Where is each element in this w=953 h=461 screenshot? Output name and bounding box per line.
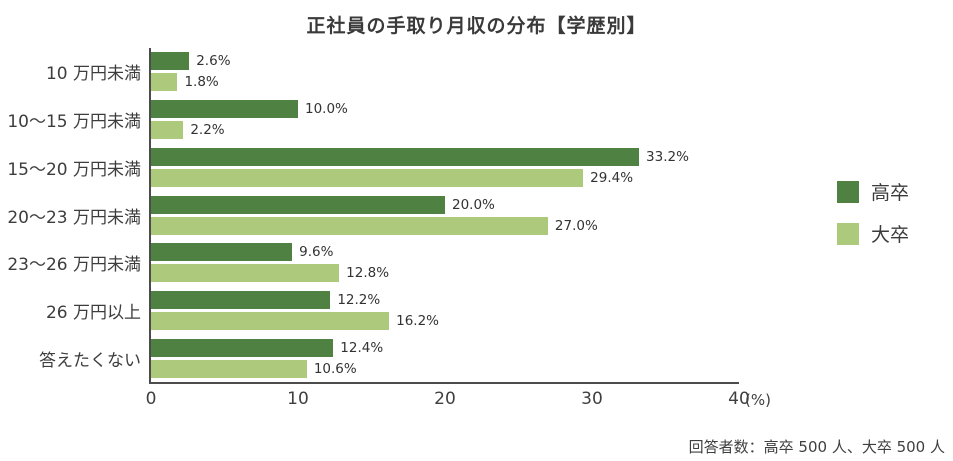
- bar-row: 9.6%: [151, 243, 739, 262]
- bar-value-label: 29.4%: [590, 169, 634, 186]
- x-axis-unit-label: (%): [745, 391, 771, 409]
- bar-value-label: 20.0%: [452, 196, 495, 213]
- y-axis-labels: 10 万円未満 10〜15 万円未満 15〜20 万円未満 20〜23 万円未満 23〜…: [0, 48, 141, 382]
- bar-value-label: 9.6%: [299, 244, 334, 261]
- legend-item-kosotsu: 高卒: [837, 178, 909, 205]
- legend-label-kosotsu: 高卒: [871, 182, 910, 204]
- bar: [151, 264, 340, 283]
- legend: 高卒 大卒: [837, 178, 909, 262]
- chart-title: 正社員の手取り月収の分布【学歴別】: [306, 15, 647, 37]
- bar: [151, 290, 331, 309]
- legend-item-daisotsu: 大卒: [837, 220, 909, 247]
- bar: [151, 338, 334, 357]
- category-label: 答えたくない: [39, 350, 141, 371]
- bar: [151, 195, 445, 214]
- bar-row: 33.2%: [151, 147, 739, 166]
- category-label: 20〜23 万円未満: [7, 207, 141, 228]
- x-axis-ticks: (%) 0 10 20 30 40: [146, 389, 771, 413]
- bar: [151, 243, 293, 262]
- bar-row: 10.6%: [151, 359, 739, 378]
- bar-value-label: 12.8%: [346, 265, 390, 282]
- bar-row: 1.8%: [151, 73, 739, 92]
- bar-value-label: 12.4%: [340, 339, 384, 356]
- bar-row: 27.0%: [151, 216, 739, 235]
- bar-value-label: 33.2%: [646, 148, 689, 165]
- bar-value-label: 10.6%: [313, 360, 357, 377]
- bar-row: 29.4%: [151, 168, 739, 187]
- category-label: 23〜26 万円未満: [7, 255, 141, 276]
- bar: [151, 168, 584, 187]
- x-tick-label: 40: [728, 389, 750, 409]
- bar: [151, 73, 178, 92]
- bar-group: 2.6% 1.8%: [151, 48, 739, 96]
- bar-row: 20.0%: [151, 195, 739, 214]
- respondent-count-note: 回答者数：高卒 500 人、大卒 500 人: [688, 438, 945, 456]
- bar-row: 12.8%: [151, 264, 739, 283]
- bar-value-label: 12.2%: [337, 291, 381, 308]
- bar-value-label: 2.2%: [190, 122, 225, 139]
- bar-group: 12.2% 16.2%: [151, 287, 739, 335]
- bar: [151, 121, 184, 140]
- bar-value-label: 1.8%: [184, 74, 219, 91]
- bar-group: 33.2% 29.4%: [151, 143, 739, 191]
- category-label: 10〜15 万円未満: [7, 112, 141, 133]
- category-label: 15〜20 万円未満: [7, 159, 141, 180]
- bar-group: 9.6% 12.8%: [151, 239, 739, 287]
- legend-swatch-daisotsu: [837, 222, 859, 245]
- x-tick-label: 30: [581, 389, 603, 409]
- bar-value-label: 27.0%: [554, 217, 598, 234]
- bar: [151, 311, 390, 330]
- bar-group: 10.0% 2.2%: [151, 96, 739, 144]
- x-tick-label: 10: [287, 389, 309, 409]
- bar-row: 12.4%: [151, 338, 739, 357]
- bar-row: 2.2%: [151, 121, 739, 140]
- x-tick-label: 0: [145, 389, 157, 409]
- category-label: 26 万円以上: [45, 302, 141, 323]
- bar-value-label: 16.2%: [396, 312, 440, 329]
- bar: [151, 52, 190, 71]
- legend-swatch-kosotsu: [837, 180, 859, 203]
- x-tick-label: 20: [434, 389, 456, 409]
- bar: [151, 359, 307, 378]
- bar-value-label: 2.6%: [196, 53, 231, 70]
- bar-row: 2.6%: [151, 52, 739, 71]
- bar-row: 16.2%: [151, 311, 739, 330]
- bar-row: 10.0%: [151, 100, 739, 119]
- plot-area: 2.6% 1.8% 10.0% 2.2% 33.2% 29.4% 20.0% 27.0% 9.6…: [149, 48, 739, 384]
- bar: [151, 100, 298, 119]
- legend-label-daisotsu: 大卒: [871, 224, 910, 246]
- bar: [151, 147, 640, 166]
- bar-row: 12.2%: [151, 290, 739, 309]
- category-label: 10 万円未満: [45, 64, 141, 85]
- bar-group: 12.4% 10.6%: [151, 334, 739, 382]
- bar-value-label: 10.0%: [305, 101, 348, 118]
- bar-group: 20.0% 27.0%: [151, 191, 739, 239]
- bar: [151, 216, 548, 235]
